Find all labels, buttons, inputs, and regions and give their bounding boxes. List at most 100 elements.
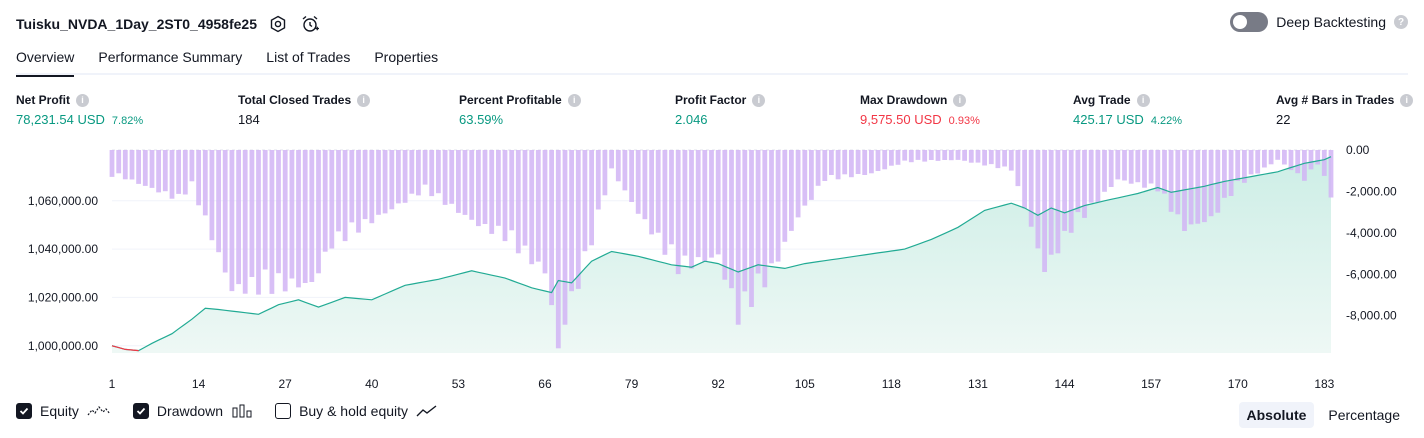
drawdown-bar xyxy=(815,150,821,186)
info-icon[interactable]: i xyxy=(1136,93,1150,107)
x-axis-tick: 79 xyxy=(625,377,639,391)
drawdown-bar xyxy=(1288,150,1294,171)
equity-legend-label: Equity xyxy=(40,403,79,419)
equity-area xyxy=(112,156,1331,353)
scale-mode-switch: Absolute Percentage xyxy=(1238,402,1409,428)
add-alert-icon[interactable] xyxy=(299,13,321,35)
drawdown-bar xyxy=(1015,150,1021,187)
drawdown-bar xyxy=(149,150,155,188)
drawdown-bar xyxy=(109,150,115,177)
drawdown-bar xyxy=(122,150,128,180)
x-axis-tick: 170 xyxy=(1228,377,1248,391)
info-icon[interactable]: i xyxy=(357,93,371,107)
info-icon[interactable]: i xyxy=(953,93,967,107)
drawdown-bar xyxy=(649,150,654,235)
drawdown-bar xyxy=(162,150,168,192)
drawdown-bar xyxy=(1128,150,1134,184)
legend-drawdown[interactable]: Drawdown xyxy=(132,403,253,419)
trend-line-icon xyxy=(416,405,437,417)
drawdown-bar xyxy=(1262,150,1267,168)
tab-list-of-trades[interactable]: List of Trades xyxy=(266,49,351,65)
drawdown-bar xyxy=(1035,150,1041,249)
drawdown-bar xyxy=(928,150,934,160)
tab-overview[interactable]: Overview xyxy=(16,44,75,77)
drawdown-bar xyxy=(515,150,521,254)
drawdown-bar xyxy=(269,150,275,294)
drawdown-bar xyxy=(336,150,341,232)
metric-profit-factor: Profit Factor i 2.046 xyxy=(675,93,766,127)
percentage-button[interactable]: Percentage xyxy=(1328,407,1400,423)
drawdown-bar xyxy=(1088,150,1094,203)
tab-divider xyxy=(16,73,1408,75)
metric-percent-profitable: Percent Profitable i 63.59% xyxy=(459,93,581,127)
settings-icon[interactable] xyxy=(267,13,289,35)
drawdown-checkbox[interactable] xyxy=(132,403,149,419)
drawdown-bar xyxy=(309,150,315,282)
drawdown-bar xyxy=(442,150,448,205)
drawdown-bar xyxy=(316,150,321,274)
equity-axis-tick: 1,000,000.00 xyxy=(28,339,98,353)
deep-backtesting-toggle[interactable] xyxy=(1230,12,1269,32)
drawdown-bar xyxy=(1188,150,1194,225)
equity-drawdown-chart[interactable]: 1,000,000.00 1,020,000.00 1,040,000.00 1,06… xyxy=(0,140,1424,398)
drawdown-bar xyxy=(429,150,435,197)
drawdown-bar xyxy=(236,150,241,285)
x-axis-tick: 14 xyxy=(192,377,206,391)
x-axis-tick: 157 xyxy=(1141,377,1161,391)
drawdown-bar xyxy=(369,150,375,224)
drawdown-bar xyxy=(842,150,848,175)
drawdown-bar xyxy=(695,150,701,258)
drawdown-bar xyxy=(189,150,195,182)
drawdown-bar xyxy=(669,150,674,245)
drawdown-axis-tick: 0.00 xyxy=(1346,143,1370,157)
drawdown-bar xyxy=(975,150,981,163)
x-axis-tick: 118 xyxy=(882,377,901,391)
info-icon[interactable]: i xyxy=(76,93,89,107)
drawdown-bar xyxy=(849,150,854,178)
drawdown-bar xyxy=(129,150,135,180)
drawdown-bar xyxy=(282,150,288,292)
absolute-button[interactable]: Absolute xyxy=(1238,402,1315,428)
drawdown-bar xyxy=(749,150,754,307)
legend-equity[interactable]: Equity xyxy=(16,403,111,419)
drawdown-bar xyxy=(915,150,921,160)
equity-axis-tick: 1,020,000.00 xyxy=(28,290,98,304)
net-profit-pct: 7.82% xyxy=(111,115,144,127)
drawdown-bar xyxy=(1255,150,1261,174)
legend-buy-hold[interactable]: Buy & hold equity xyxy=(275,403,438,419)
drawdown-bar xyxy=(835,150,841,180)
drawdown-bar xyxy=(276,150,281,274)
info-icon[interactable]: i xyxy=(1400,93,1414,107)
help-icon[interactable]: ? xyxy=(1394,15,1408,29)
tab-properties[interactable]: Properties xyxy=(374,49,439,65)
profit-factor-value: 2.046 xyxy=(675,112,708,127)
equity-checkbox[interactable] xyxy=(16,403,32,419)
drawdown-bar xyxy=(376,150,381,215)
drawdown-bar xyxy=(1195,150,1201,224)
drawdown-bar xyxy=(529,150,535,265)
drawdown-bar xyxy=(1095,150,1101,203)
drawdown-bar xyxy=(955,150,961,160)
drawdown-axis-tick: -6,000.00 xyxy=(1346,267,1397,281)
total-closed-trades-label: Total Closed Trades xyxy=(238,93,352,107)
drawdown-bar xyxy=(1048,150,1054,255)
drawdown-bar xyxy=(356,150,361,233)
drawdown-bar xyxy=(176,150,181,194)
drawdown-bar xyxy=(1248,150,1254,175)
drawdown-bar xyxy=(742,150,748,292)
drawdown-bar xyxy=(342,150,348,242)
drawdown-bar xyxy=(922,150,928,162)
info-icon[interactable]: i xyxy=(752,93,766,107)
drawdown-bar xyxy=(609,150,614,169)
drawdown-bar xyxy=(995,150,1001,169)
drawdown-bar xyxy=(1328,150,1334,198)
avg-trade-value: 425.17 USD xyxy=(1073,112,1144,127)
drawdown-bar xyxy=(655,150,661,233)
buy-hold-checkbox[interactable] xyxy=(275,403,292,419)
drawdown-bar xyxy=(869,150,874,174)
bars-icon xyxy=(232,404,252,418)
drawdown-bar xyxy=(1168,150,1174,212)
info-icon[interactable]: i xyxy=(567,93,581,107)
percent-profitable-value: 63.59% xyxy=(459,112,504,127)
tab-performance-summary[interactable]: Performance Summary xyxy=(98,49,243,65)
